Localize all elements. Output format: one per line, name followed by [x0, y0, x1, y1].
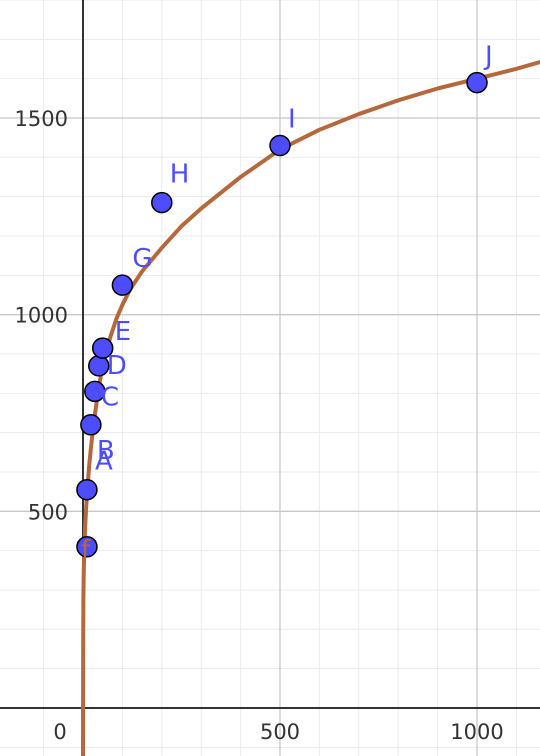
point-label-b: B — [97, 436, 115, 466]
point-label-d: D — [107, 351, 127, 381]
point-e[interactable] — [91, 337, 114, 359]
y-tick-label: 500 — [28, 500, 68, 524]
point-label-j: J — [483, 42, 493, 72]
point-a[interactable] — [76, 478, 98, 501]
point-i[interactable] — [269, 134, 291, 157]
x-tick-label: 0 — [53, 720, 66, 744]
x-tick-label: 500 — [260, 720, 300, 744]
tick-labels: 0 500 1000 500 1000 1500 — [15, 107, 504, 744]
y-tick-label: 1500 — [15, 107, 68, 131]
curve-point-f[interactable] — [76, 535, 98, 558]
point-label-h: H — [170, 160, 190, 190]
y-tick-label: 1000 — [15, 304, 68, 328]
x-tick-label: 1000 — [450, 720, 503, 744]
point-label-e: E — [115, 317, 131, 347]
point-b[interactable] — [80, 414, 102, 436]
point-label-g: G — [132, 244, 152, 274]
point-c[interactable] — [84, 380, 106, 403]
curve-layer — [81, 60, 540, 756]
point-g[interactable] — [111, 274, 134, 296]
points-layer[interactable] — [76, 71, 488, 558]
curve-f — [81, 60, 540, 756]
point-d[interactable] — [88, 355, 110, 377]
point-h[interactable] — [151, 191, 173, 214]
point-j[interactable] — [466, 71, 488, 94]
curve-label-f: f — [81, 536, 91, 566]
point-label-i: I — [288, 105, 296, 135]
point-label-a: A — [95, 447, 113, 477]
point-label-c: C — [101, 382, 119, 412]
